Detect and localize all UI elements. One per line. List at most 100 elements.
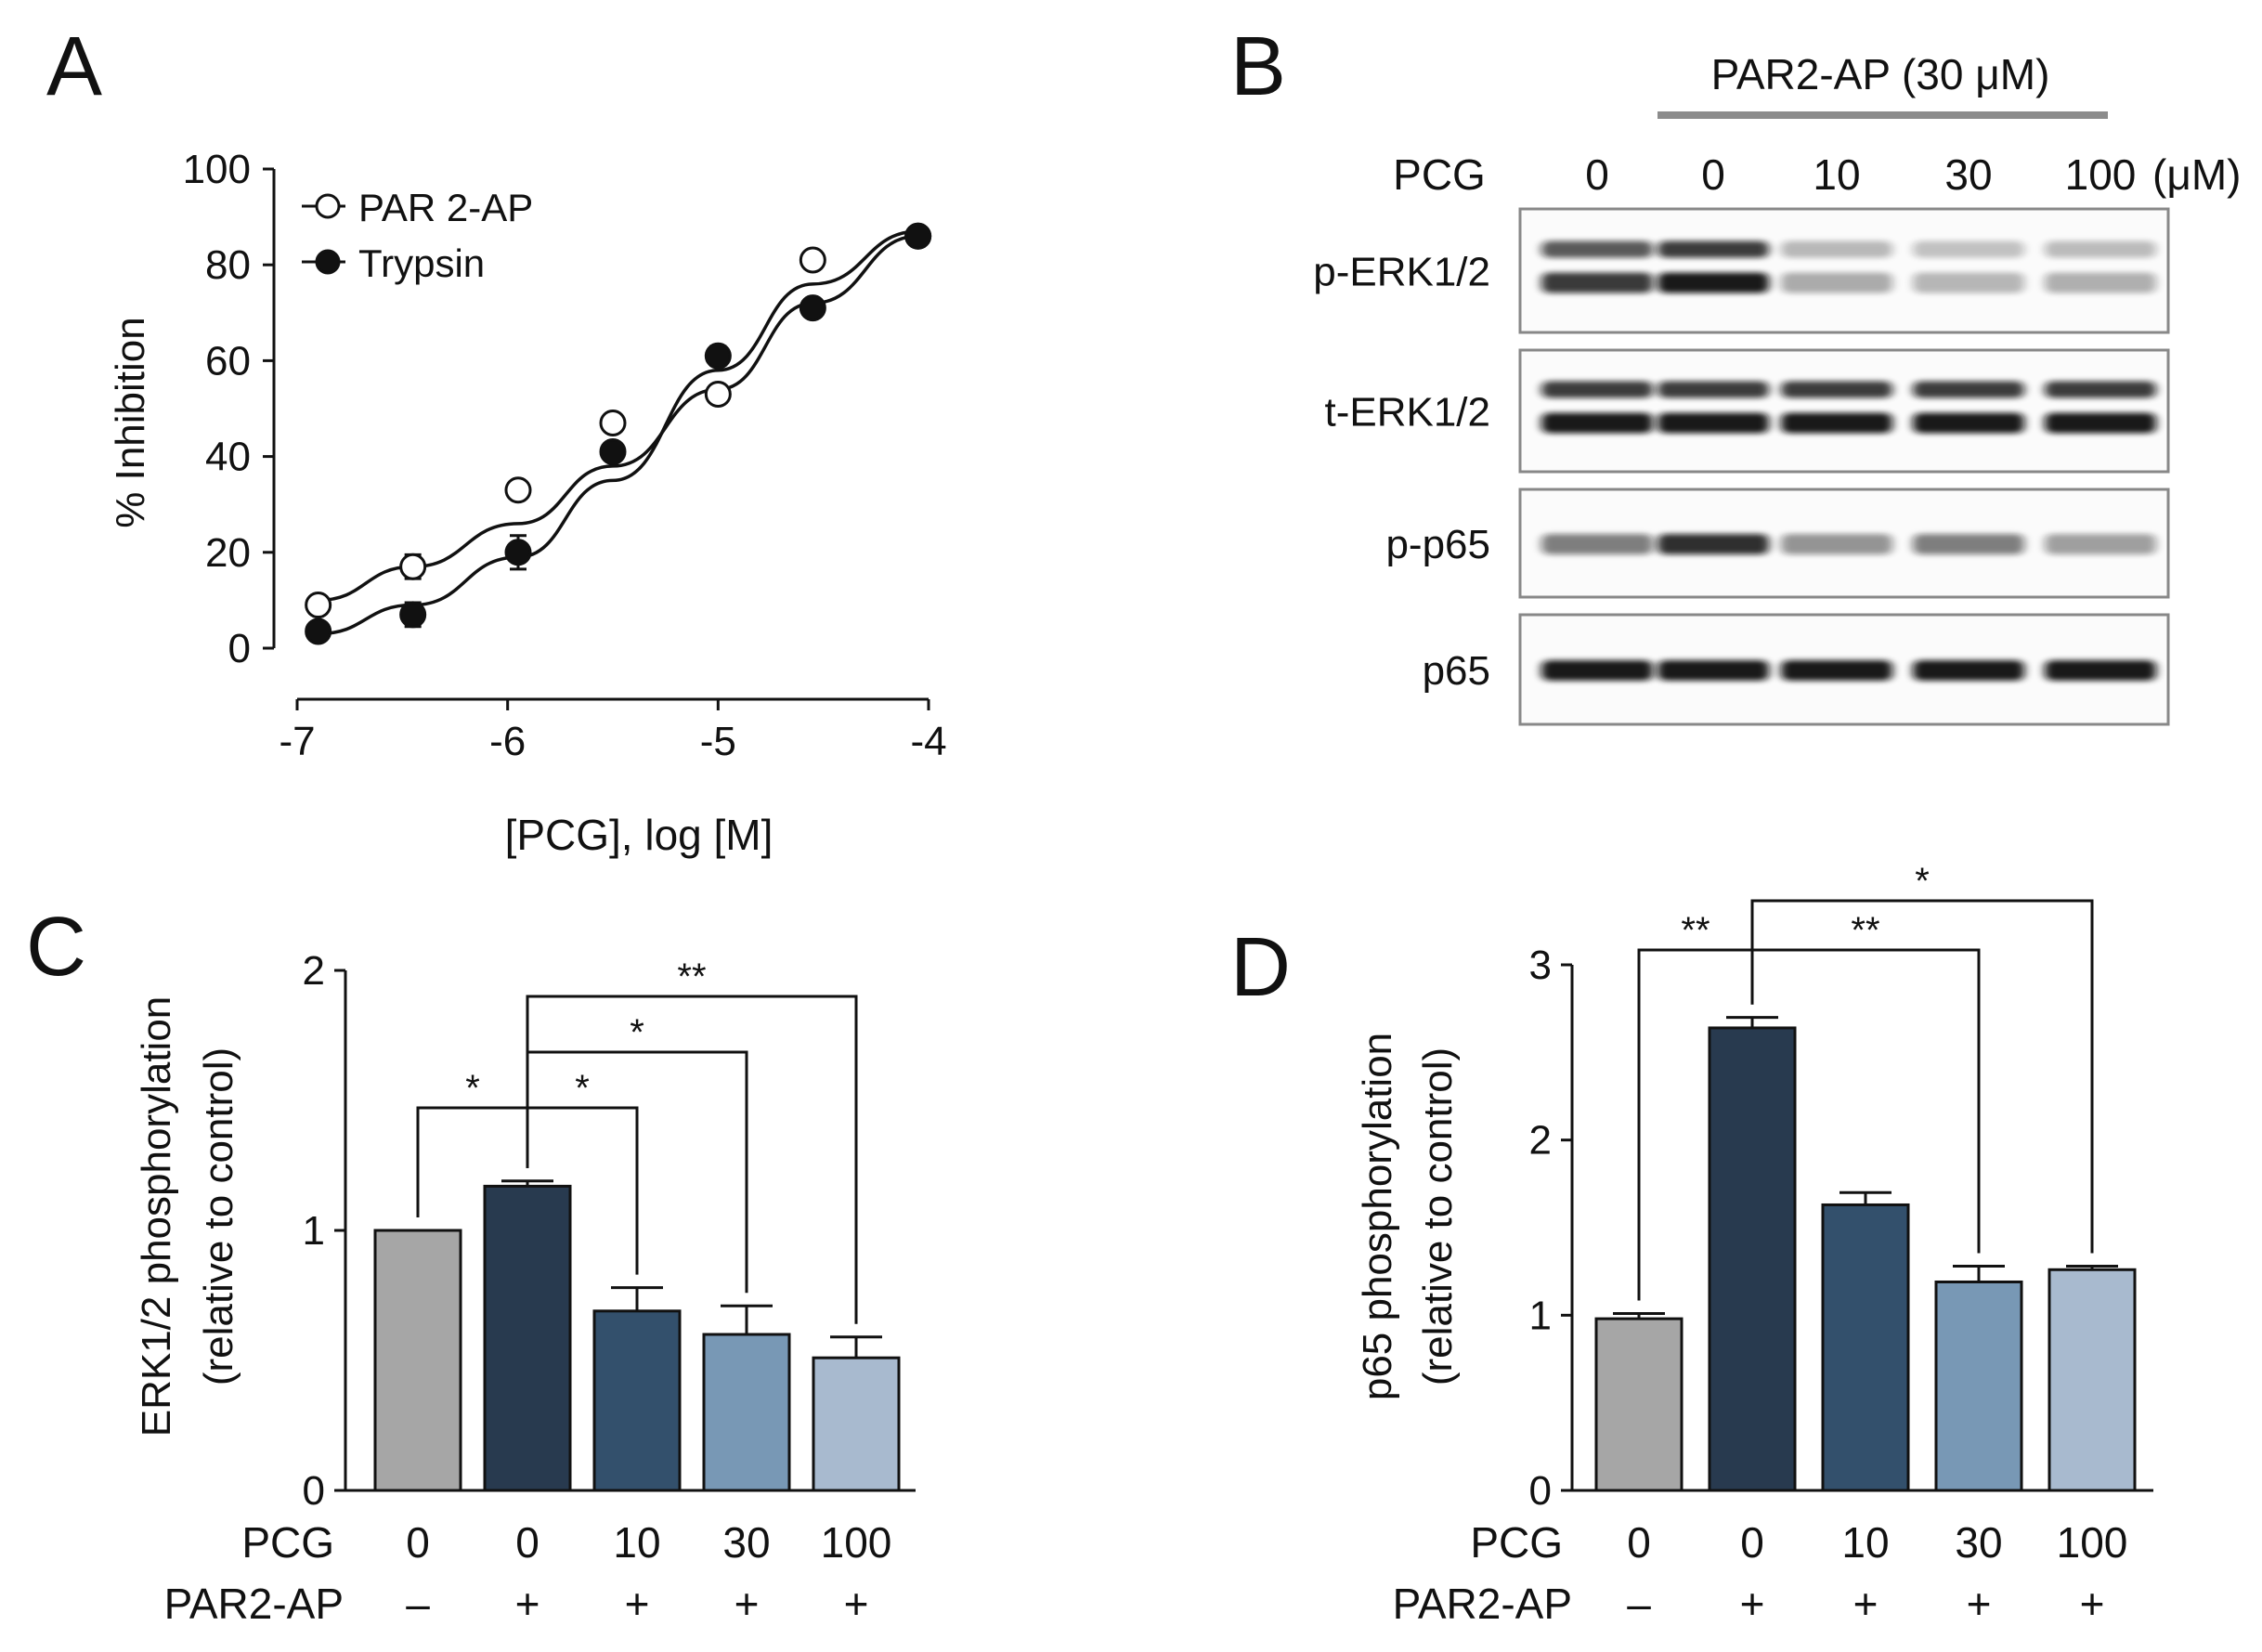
data-point-par2-ap	[305, 592, 332, 619]
protein-band	[2045, 381, 2156, 398]
data-point-par2-ap	[504, 476, 532, 504]
bar	[2048, 1268, 2137, 1492]
pcg-dose-label: 100	[821, 1518, 892, 1567]
panel-letter-d: D	[1230, 921, 1291, 1014]
protein-band	[1781, 241, 1892, 258]
y-tick-label: 20	[205, 530, 251, 576]
panel-letter-c: C	[26, 901, 86, 994]
significance-label: *	[465, 1068, 480, 1109]
blot-frame	[1518, 348, 2170, 474]
par2-status-label: +	[1853, 1580, 1878, 1628]
par2-status-label: +	[844, 1580, 869, 1628]
protein-band	[1658, 381, 1769, 398]
erk-bar-chart: ERK1/2 phosphorylation (relative to cont…	[134, 948, 916, 1628]
panel-d-y-axis-label-line1: p65 phosphorylation	[1355, 1033, 1400, 1400]
bar	[373, 1229, 462, 1492]
blot-row: p-ERK1/2	[1313, 207, 2170, 334]
par2-status-label: +	[2080, 1580, 2105, 1628]
dose-label: 100	[2065, 150, 2137, 199]
protein-band	[1541, 412, 1653, 434]
protein-band	[1781, 660, 1892, 681]
x-tick-label: -6	[489, 719, 526, 764]
bar	[592, 1309, 682, 1492]
protein-band	[1781, 381, 1892, 398]
data-point-trypsin	[399, 601, 427, 629]
blot-frame	[1518, 207, 2170, 334]
fit-curve	[318, 229, 918, 636]
significance-label: *	[630, 1012, 644, 1053]
par2-status-label: +	[515, 1580, 540, 1628]
panel-a-x-axis-label: [PCG], log [M]	[505, 811, 774, 859]
dose-label: 10	[1813, 150, 1860, 199]
x-tick-label: -5	[700, 719, 736, 764]
pcg-dose-label: 10	[613, 1518, 660, 1567]
data-point-par2-ap	[799, 246, 826, 274]
legend-label-par2-ap: PAR 2-AP	[358, 186, 533, 229]
pcg-dose-label: 0	[1627, 1518, 1651, 1567]
panel-d-row-label-pcg: PCG	[1470, 1518, 1563, 1567]
protein-band	[1541, 660, 1653, 681]
pcg-dose-label: 30	[1955, 1518, 2002, 1567]
bar	[1708, 1026, 1797, 1492]
legend-marker-filled-circle	[315, 249, 341, 275]
data-point-trypsin	[599, 437, 627, 465]
treatment-label: PAR2-AP (30 μM)	[1711, 50, 2050, 98]
par2-status-label: +	[734, 1580, 760, 1628]
par2-status-label: –	[406, 1580, 430, 1628]
legend-label-trypsin: Trypsin	[358, 241, 485, 285]
x-tick-label: -7	[279, 719, 315, 764]
data-point-trypsin	[704, 342, 732, 370]
bar	[1821, 1203, 1910, 1492]
y-tick-label: 0	[228, 626, 251, 671]
western-blot: PAR2-AP (30 μM) PCG 0 0 10 30 100 (μM) p-ERK…	[1313, 50, 2241, 726]
x-tick-label: -4	[910, 719, 946, 764]
y-tick-label: 3	[1529, 943, 1552, 988]
pcg-row-label: PCG	[1393, 150, 1486, 199]
protein-band	[1541, 534, 1653, 554]
blot-row: p65	[1423, 613, 2170, 726]
panel-c-y-axis-label-line1: ERK1/2 phosphorylation	[134, 996, 179, 1437]
pcg-dose-label: 30	[722, 1518, 770, 1567]
dose-label: 30	[1944, 150, 1992, 199]
bar	[1934, 1280, 2023, 1492]
protein-band	[1913, 381, 2024, 398]
data-point-par2-ap	[704, 381, 732, 409]
data-point-trypsin	[504, 539, 532, 566]
panel-d-row-label-par2: PAR2-AP	[1393, 1580, 1572, 1628]
protein-band	[2045, 660, 2156, 681]
panel-c-y-axis-label-line2: (relative to control)	[196, 1047, 241, 1385]
protein-band	[1541, 272, 1653, 293]
y-tick-label: 60	[205, 338, 251, 384]
protein-band	[1658, 412, 1769, 434]
protein-band	[1658, 241, 1769, 258]
bar	[812, 1356, 901, 1492]
data-point-trypsin	[799, 294, 826, 322]
protein-band	[1913, 534, 2024, 554]
protein-band	[2045, 412, 2156, 434]
y-tick-label: 1	[1529, 1293, 1552, 1338]
protein-band	[1658, 534, 1769, 554]
protein-band	[1658, 660, 1769, 681]
p65-bar-chart: p65 phosphorylation (relative to control…	[1355, 861, 2153, 1628]
par2-status-label: +	[1967, 1580, 1992, 1628]
y-tick-label: 2	[303, 948, 325, 994]
blot-row-label: t-ERK1/2	[1324, 390, 1490, 436]
data-point-trypsin	[305, 618, 332, 645]
dose-response-chart: % Inhibition [PCG], log [M] 0 20 40 60 80 100…	[108, 147, 947, 859]
pcg-dose-label: 10	[1841, 1518, 1889, 1567]
data-point-par2-ap	[599, 409, 627, 436]
dose-label: 0	[1701, 150, 1725, 199]
significance-label: **	[677, 956, 706, 997]
panel-letter-a: A	[46, 20, 102, 113]
panel-d-y-axis-label-line2: (relative to control)	[1415, 1047, 1461, 1385]
dose-unit: (μM)	[2152, 150, 2241, 199]
blot-row-label: p-p65	[1385, 522, 1490, 567]
bar	[1594, 1317, 1684, 1492]
protein-band	[1913, 660, 2024, 681]
protein-band	[2045, 534, 2156, 554]
par2-status-label: –	[1627, 1580, 1651, 1628]
significance-label: **	[1681, 910, 1710, 951]
y-tick-label: 80	[205, 242, 251, 288]
significance-label: **	[1851, 910, 1879, 951]
